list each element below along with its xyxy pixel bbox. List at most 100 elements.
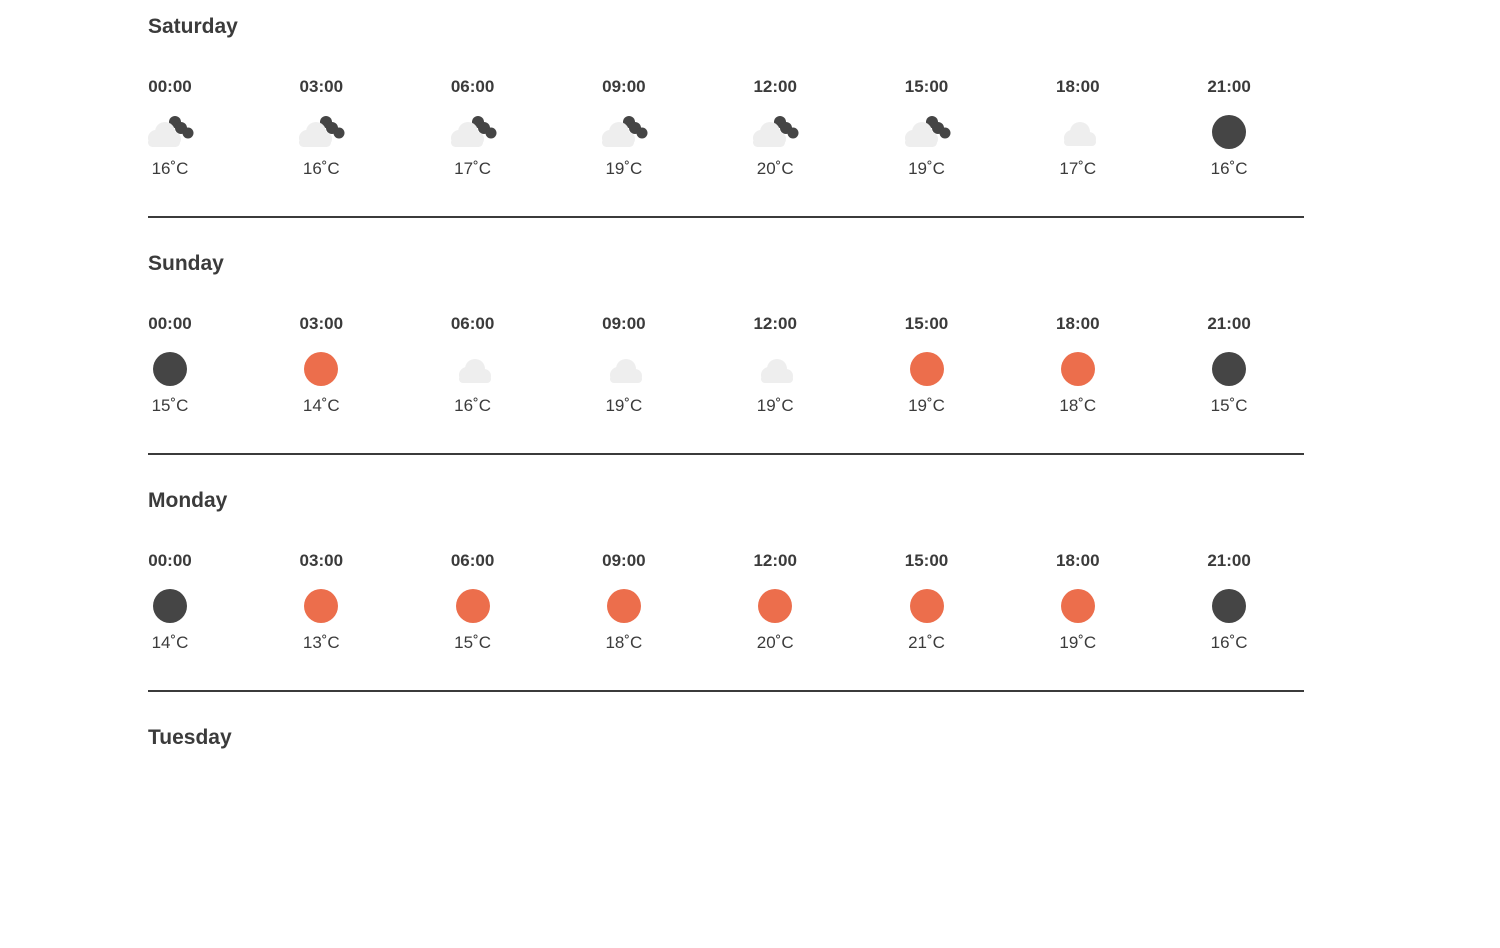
cloudy-night-icon — [897, 110, 957, 154]
forecast-list: Saturday 00:00 16˚C 03:00 16˚C 06:00 17˚C 09:00… — [148, 0, 1304, 948]
sun-icon — [897, 347, 957, 391]
slot-temperature: 17˚C — [454, 159, 492, 178]
day-section-sunday: Sunday 00:00 15˚C 03:00 14˚C 06:00 16˚C 09:00 19… — [148, 237, 1304, 474]
slot-time: 18:00 — [1056, 314, 1100, 333]
moon-icon — [1199, 110, 1259, 154]
slot-temperature: 15˚C — [1210, 396, 1248, 415]
slot-temperature: 20˚C — [756, 633, 794, 652]
forecast-slot: 00:00 15˚C — [120, 313, 220, 417]
forecast-slot: 12:00 20˚C — [725, 550, 825, 654]
sun-icon — [291, 347, 351, 391]
day-title: Tuesday — [148, 726, 232, 749]
forecast-slot: 06:00 16˚C — [423, 313, 523, 417]
cloud-icon — [443, 347, 503, 391]
slot-time: 18:00 — [1056, 551, 1100, 570]
forecast-slot: 18:00 18˚C — [1028, 313, 1128, 417]
moon-icon — [1199, 347, 1259, 391]
day-section-tuesday: Tuesday — [148, 711, 1304, 948]
forecast-slot: 21:00 16˚C — [1179, 76, 1279, 180]
slot-temperature: 19˚C — [908, 159, 945, 178]
slot-temperature: 16˚C — [1210, 633, 1248, 652]
slot-time: 06:00 — [450, 77, 495, 96]
forecast-slot: 03:00 14˚C — [271, 313, 371, 417]
moon-icon — [140, 584, 200, 628]
slot-temperature: 19˚C — [605, 159, 643, 178]
day-divider — [148, 690, 1304, 692]
slot-temperature: 16˚C — [302, 159, 340, 178]
forecast-slot: 00:00 16˚C — [120, 76, 220, 180]
sun-icon — [897, 584, 957, 628]
slot-time: 18:00 — [1056, 77, 1100, 96]
cloud-icon — [1048, 110, 1108, 154]
moon-icon — [140, 347, 200, 391]
sun-icon — [1048, 347, 1108, 391]
forecast-slot: 15:00 19˚C — [877, 313, 977, 417]
slot-time: 09:00 — [602, 314, 646, 333]
slot-temperature: 19˚C — [908, 396, 945, 415]
forecast-slot: 06:00 15˚C — [423, 550, 523, 654]
forecast-slot: 21:00 16˚C — [1179, 550, 1279, 654]
cloud-icon — [594, 347, 654, 391]
slot-temperature: 18˚C — [605, 633, 643, 652]
slot-time: 03:00 — [299, 314, 344, 333]
slot-temperature: 19˚C — [605, 396, 643, 415]
forecast-slot: 18:00 17˚C — [1028, 76, 1128, 180]
sun-icon — [1048, 584, 1108, 628]
sun-icon — [443, 584, 503, 628]
slot-temperature: 19˚C — [756, 396, 794, 415]
slot-time: 09:00 — [602, 551, 646, 570]
forecast-slot: 03:00 16˚C — [271, 76, 371, 180]
sun-icon — [594, 584, 654, 628]
slot-temperature: 21˚C — [908, 633, 945, 652]
day-section-saturday: Saturday 00:00 16˚C 03:00 16˚C 06:00 17˚C 09:00… — [148, 0, 1304, 237]
slot-time: 21:00 — [1207, 314, 1251, 333]
slot-time: 03:00 — [299, 77, 344, 96]
slot-time: 00:00 — [148, 77, 192, 96]
forecast-slot: 09:00 19˚C — [574, 313, 674, 417]
slot-time: 15:00 — [904, 551, 949, 570]
slot-time: 21:00 — [1207, 551, 1251, 570]
forecast-slot: 12:00 20˚C — [725, 76, 825, 180]
cloudy-night-icon — [594, 110, 654, 154]
day-section-monday: Monday 00:00 14˚C 03:00 13˚C 06:00 15˚C 09:00 18… — [148, 474, 1304, 711]
slot-time: 12:00 — [753, 314, 797, 333]
day-title: Saturday — [148, 15, 238, 38]
day-title: Monday — [148, 489, 228, 512]
sun-icon — [291, 584, 351, 628]
slot-temperature: 15˚C — [151, 396, 189, 415]
cloudy-night-icon — [745, 110, 805, 154]
slot-temperature: 14˚C — [151, 633, 189, 652]
slot-temperature: 20˚C — [756, 159, 794, 178]
slot-temperature: 19˚C — [1059, 633, 1097, 652]
slot-time: 00:00 — [148, 551, 192, 570]
forecast-slot: 21:00 15˚C — [1179, 313, 1279, 417]
slot-temperature: 16˚C — [1210, 159, 1248, 178]
slot-time: 12:00 — [753, 551, 797, 570]
slot-time: 21:00 — [1207, 77, 1251, 96]
slot-time: 06:00 — [450, 551, 495, 570]
slot-time: 03:00 — [299, 551, 344, 570]
cloudy-night-icon — [443, 110, 503, 154]
slot-time: 06:00 — [450, 314, 495, 333]
slot-temperature: 16˚C — [151, 159, 189, 178]
day-title: Sunday — [148, 252, 224, 275]
cloudy-night-icon — [140, 110, 200, 154]
forecast-slot: 06:00 17˚C — [423, 76, 523, 180]
slot-time: 15:00 — [904, 77, 949, 96]
slot-temperature: 18˚C — [1059, 396, 1097, 415]
forecast-slot: 09:00 18˚C — [574, 550, 674, 654]
slot-time: 09:00 — [602, 77, 646, 96]
forecast-slot: 15:00 21˚C — [877, 550, 977, 654]
slot-temperature: 14˚C — [302, 396, 340, 415]
forecast-slot: 03:00 13˚C — [271, 550, 371, 654]
slot-temperature: 17˚C — [1059, 159, 1097, 178]
forecast-slot: 00:00 14˚C — [120, 550, 220, 654]
forecast-slot: 18:00 19˚C — [1028, 550, 1128, 654]
slot-temperature: 13˚C — [302, 633, 340, 652]
slot-time: 15:00 — [904, 314, 949, 333]
day-divider — [148, 216, 1304, 218]
sun-icon — [745, 584, 805, 628]
day-divider — [148, 453, 1304, 455]
slot-temperature: 16˚C — [454, 396, 492, 415]
forecast-slot: 12:00 19˚C — [725, 313, 825, 417]
